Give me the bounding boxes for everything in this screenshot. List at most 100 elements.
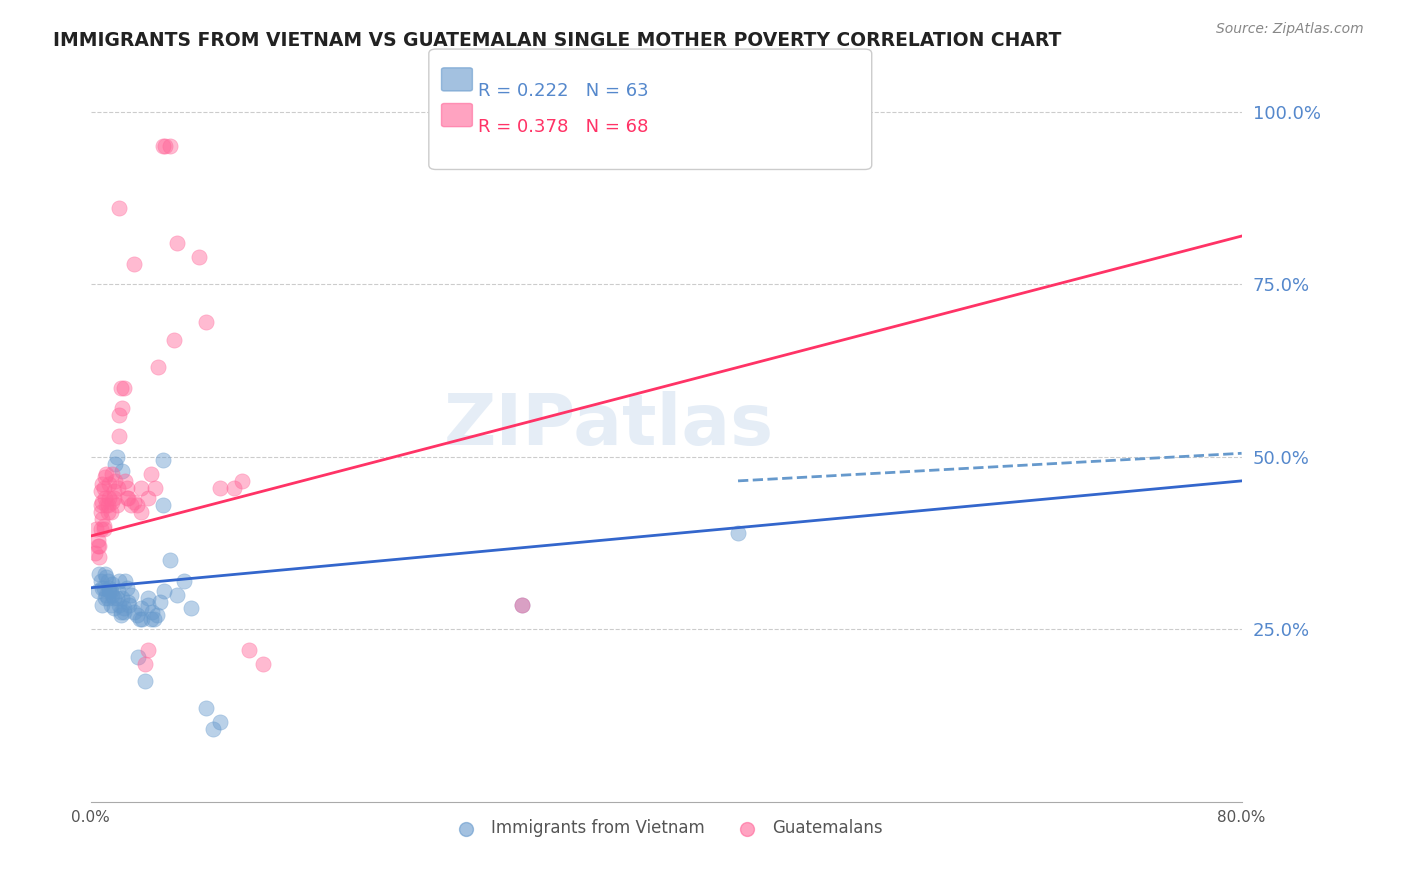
Point: [91, 494, 114, 508]
Point: [96, 467, 118, 481]
Point: [180, 601, 202, 615]
Legend: Immigrants from Vietnam, Guatemalans: Immigrants from Vietnam, Guatemalans: [443, 813, 889, 844]
Y-axis label: Single Mother Poverty: Single Mother Poverty: [0, 348, 8, 531]
Point: [194, 315, 217, 329]
Point: [97, 591, 120, 606]
Point: [87, 584, 110, 599]
Point: [148, 360, 170, 375]
Point: [129, 601, 152, 615]
Point: [152, 498, 174, 512]
Point: [136, 491, 159, 505]
Point: [97, 574, 120, 588]
Text: R = 0.378   N = 68: R = 0.378 N = 68: [478, 118, 648, 136]
Point: [112, 381, 135, 395]
Point: [103, 591, 125, 606]
Point: [142, 612, 165, 626]
Point: [127, 649, 149, 664]
Point: [93, 518, 115, 533]
Point: [115, 491, 138, 505]
Point: [94, 491, 117, 505]
Point: [105, 450, 128, 464]
Point: [101, 577, 124, 591]
Point: [114, 574, 136, 588]
Text: Source: ZipAtlas.com: Source: ZipAtlas.com: [1216, 22, 1364, 37]
Point: [159, 553, 181, 567]
Point: [93, 581, 115, 595]
Point: [231, 474, 253, 488]
Point: [510, 598, 533, 612]
Point: [115, 481, 138, 495]
Point: [252, 657, 274, 671]
Point: [101, 494, 124, 508]
Point: [159, 139, 181, 153]
Point: [510, 598, 533, 612]
Point: [87, 540, 110, 554]
Point: [153, 584, 176, 599]
Point: [118, 598, 141, 612]
Text: ZIPatlas: ZIPatlas: [443, 391, 773, 459]
Point: [129, 481, 152, 495]
Point: [104, 457, 127, 471]
Point: [112, 601, 135, 615]
Point: [115, 581, 138, 595]
Point: [114, 474, 136, 488]
Point: [187, 250, 209, 264]
Point: [90, 498, 112, 512]
Point: [84, 546, 107, 560]
Point: [110, 381, 132, 395]
Point: [125, 498, 148, 512]
Point: [100, 505, 122, 519]
Point: [103, 491, 125, 505]
Point: [149, 594, 172, 608]
Point: [128, 612, 150, 626]
Point: [111, 591, 134, 606]
Point: [105, 498, 128, 512]
Point: [98, 581, 121, 595]
Point: [143, 481, 166, 495]
Point: [90, 505, 112, 519]
Point: [194, 701, 217, 715]
Point: [93, 481, 115, 495]
Point: [100, 598, 122, 612]
Point: [104, 474, 127, 488]
Point: [134, 673, 156, 688]
Point: [103, 601, 125, 615]
Point: [136, 643, 159, 657]
Point: [91, 598, 114, 612]
Point: [98, 584, 121, 599]
Point: [94, 470, 117, 484]
Point: [94, 566, 117, 581]
Point: [96, 570, 118, 584]
Point: [111, 401, 134, 416]
Point: [134, 657, 156, 671]
Point: [89, 549, 111, 564]
Point: [136, 598, 159, 612]
Point: [201, 722, 224, 736]
Point: [96, 588, 118, 602]
Point: [120, 498, 142, 512]
Point: [166, 588, 188, 602]
Point: [110, 608, 132, 623]
Point: [87, 533, 110, 547]
Point: [139, 612, 162, 626]
Point: [117, 491, 139, 505]
Point: [89, 540, 111, 554]
Point: [111, 464, 134, 478]
Point: [146, 608, 169, 623]
Point: [90, 522, 112, 536]
Point: [90, 484, 112, 499]
Point: [122, 605, 145, 619]
Point: [110, 605, 132, 619]
Point: [224, 481, 246, 495]
Point: [107, 584, 129, 599]
Point: [100, 584, 122, 599]
Point: [108, 429, 131, 443]
Point: [238, 643, 260, 657]
Point: [105, 591, 128, 606]
Point: [97, 498, 120, 512]
Point: [96, 498, 118, 512]
Point: [209, 715, 232, 730]
Point: [101, 467, 124, 481]
Point: [163, 333, 186, 347]
Point: [97, 505, 120, 519]
